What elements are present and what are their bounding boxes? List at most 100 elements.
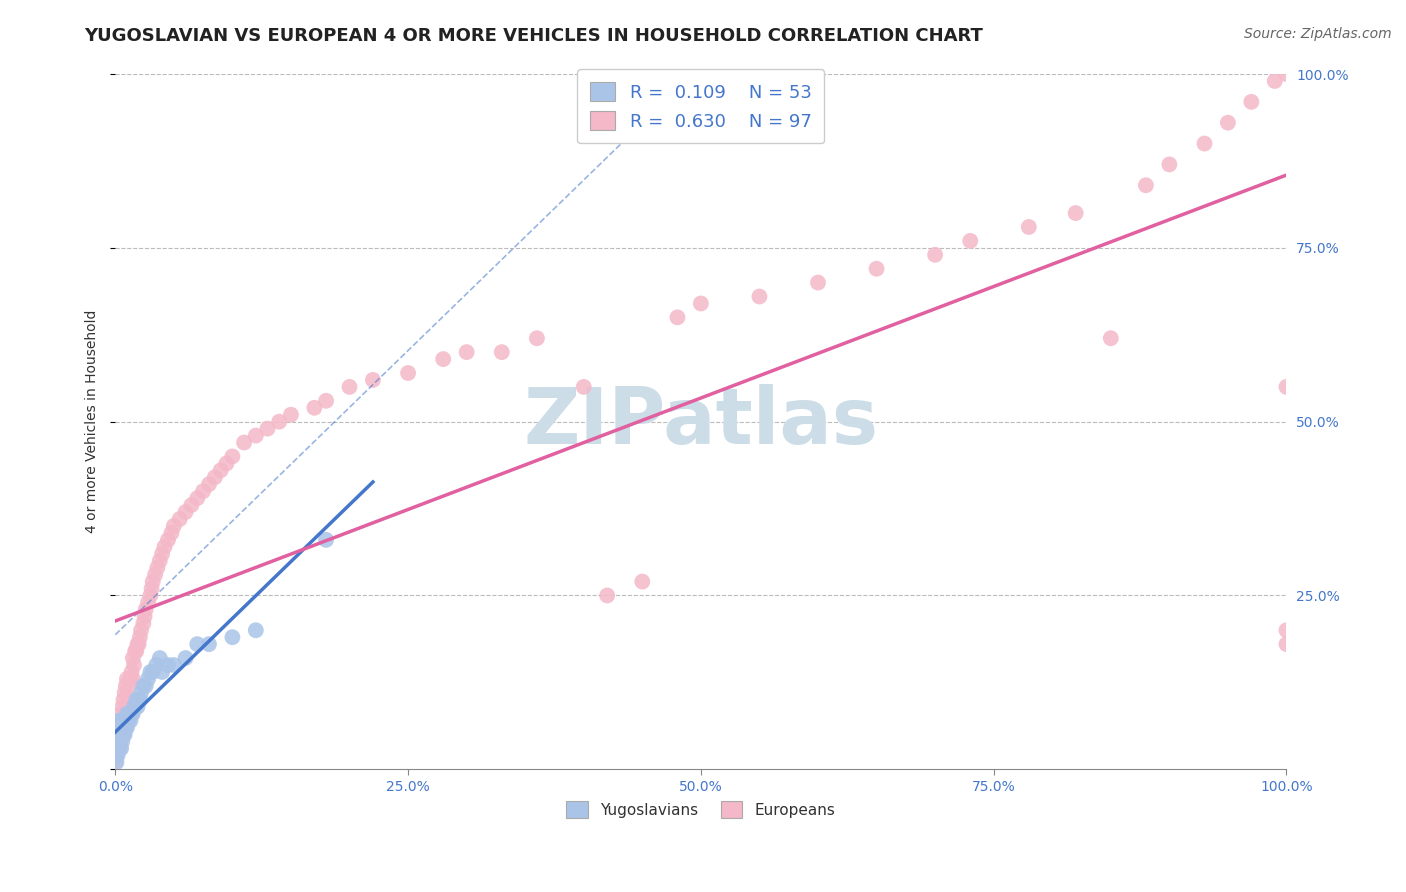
Point (107, 714, 129, 728)
Point (149, 651, 172, 665)
Point (105, 741, 128, 756)
Point (315, 393, 337, 408)
Point (269, 415, 291, 429)
Point (149, 554, 172, 568)
Point (118, 679, 141, 693)
Point (186, 637, 208, 651)
Point (124, 699, 146, 714)
Point (132, 679, 155, 693)
Point (107, 727, 129, 741)
Point (924, 248, 946, 262)
Point (174, 505, 197, 519)
Point (865, 261, 887, 276)
Point (361, 373, 384, 387)
Point (1018, 219, 1040, 234)
Point (108, 721, 131, 735)
Point (118, 706, 141, 721)
Point (127, 637, 149, 651)
Point (121, 665, 143, 679)
Point (114, 714, 136, 728)
Point (141, 582, 163, 596)
Point (256, 422, 278, 436)
Point (110, 741, 132, 756)
Point (146, 560, 169, 574)
Point (139, 589, 162, 603)
Text: YUGOSLAVIAN VS EUROPEAN 4 OR MORE VEHICLES IN HOUSEHOLD CORRELATION CHART: YUGOSLAVIAN VS EUROPEAN 4 OR MORE VEHICL… (84, 27, 983, 45)
Point (110, 706, 132, 721)
Point (128, 693, 150, 707)
Point (115, 706, 138, 721)
Point (107, 721, 129, 735)
Point (526, 331, 548, 345)
Point (666, 310, 689, 325)
Point (125, 644, 148, 658)
Point (104, 748, 127, 763)
Point (215, 456, 238, 470)
Point (143, 567, 166, 582)
Point (204, 470, 226, 484)
Point (107, 748, 129, 763)
Point (111, 721, 134, 735)
Point (121, 672, 143, 686)
Point (112, 714, 135, 728)
Point (145, 658, 167, 673)
Point (150, 547, 173, 561)
Point (1194, 136, 1216, 151)
Point (114, 714, 136, 728)
Point (233, 435, 256, 450)
Point (186, 491, 208, 505)
Point (245, 428, 267, 442)
Point (689, 296, 711, 310)
Point (572, 380, 595, 394)
Point (105, 748, 128, 763)
Point (114, 721, 136, 735)
Point (142, 574, 165, 589)
Legend: Yugoslavians, Europeans: Yugoslavians, Europeans (560, 796, 842, 824)
Point (121, 706, 143, 721)
Point (163, 658, 186, 673)
Point (1275, 67, 1298, 81)
Point (115, 699, 138, 714)
Point (959, 234, 981, 248)
Point (105, 727, 128, 741)
Point (128, 637, 150, 651)
Point (110, 714, 132, 728)
Point (221, 450, 243, 464)
Point (491, 345, 513, 359)
Point (125, 693, 148, 707)
Point (111, 721, 134, 735)
Point (136, 672, 159, 686)
Point (1264, 74, 1286, 88)
Point (150, 665, 173, 679)
Point (107, 727, 129, 741)
Point (156, 533, 179, 547)
Point (121, 706, 143, 721)
Point (1064, 206, 1087, 220)
Point (191, 484, 214, 499)
Point (180, 498, 202, 512)
Point (135, 602, 157, 616)
Point (112, 727, 135, 741)
Point (596, 589, 619, 603)
Point (456, 345, 478, 359)
Point (128, 693, 150, 707)
Point (107, 741, 129, 756)
Point (128, 630, 150, 644)
Point (1275, 380, 1298, 394)
Point (1135, 178, 1157, 193)
Point (153, 540, 176, 554)
Point (108, 734, 131, 748)
Point (1216, 116, 1239, 130)
Point (108, 741, 131, 756)
Point (134, 609, 156, 624)
Point (1159, 157, 1181, 171)
Point (122, 658, 145, 673)
Point (105, 756, 128, 770)
Point (807, 276, 830, 290)
Point (122, 699, 145, 714)
Point (209, 463, 232, 477)
Point (110, 727, 132, 741)
Point (104, 734, 127, 748)
Point (110, 727, 132, 741)
Point (1240, 95, 1263, 109)
